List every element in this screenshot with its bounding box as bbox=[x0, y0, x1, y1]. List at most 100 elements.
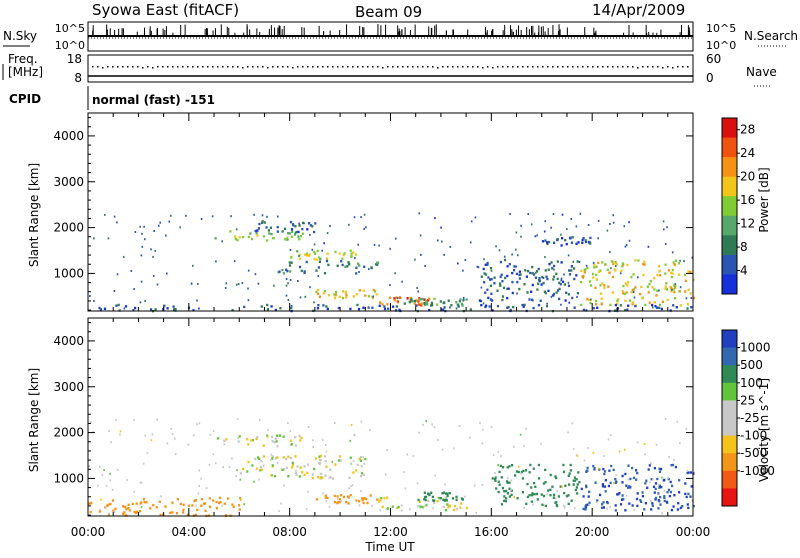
data-cell bbox=[343, 252, 346, 255]
data-cell bbox=[510, 488, 512, 491]
data-cell bbox=[271, 457, 274, 460]
freq-point bbox=[417, 66, 419, 68]
data-cell bbox=[433, 297, 436, 301]
data-cell bbox=[197, 282, 199, 285]
data-cell bbox=[670, 464, 673, 467]
data-cell bbox=[111, 499, 115, 502]
data-cell bbox=[325, 500, 328, 502]
data-cell bbox=[550, 261, 553, 264]
data-cell bbox=[489, 284, 492, 288]
nsky-panel: N.Sky 10^5 10^0 10^5 10^0 N.Search bbox=[3, 21, 798, 52]
data-cell bbox=[145, 501, 148, 504]
data-cell bbox=[657, 265, 661, 268]
data-cell bbox=[130, 269, 133, 272]
data-cell bbox=[486, 288, 489, 291]
data-cell bbox=[632, 273, 635, 276]
data-cell bbox=[260, 468, 263, 471]
data-cell bbox=[285, 466, 288, 469]
data-cell bbox=[282, 456, 285, 459]
data-cell bbox=[353, 216, 356, 219]
data-cell bbox=[236, 418, 239, 421]
data-cell bbox=[537, 477, 541, 480]
power-frame bbox=[87, 112, 694, 312]
data-cell bbox=[241, 467, 245, 471]
data-cell bbox=[353, 433, 356, 436]
data-cell bbox=[276, 456, 279, 459]
data-cell bbox=[498, 470, 501, 474]
data-cell bbox=[503, 495, 506, 498]
freq-point bbox=[617, 66, 619, 68]
freq-point bbox=[237, 66, 239, 68]
data-cell bbox=[586, 266, 589, 270]
data-cell bbox=[289, 279, 292, 281]
data-cell bbox=[536, 288, 539, 291]
data-cell bbox=[600, 297, 603, 300]
data-cell bbox=[568, 236, 572, 240]
data-cell bbox=[200, 504, 203, 507]
data-cell bbox=[208, 497, 211, 500]
data-cell bbox=[290, 228, 294, 231]
data-cell bbox=[601, 282, 604, 285]
data-cell bbox=[498, 282, 502, 285]
freq-point bbox=[382, 67, 384, 69]
freq-point bbox=[677, 66, 679, 68]
data-cell bbox=[413, 302, 416, 305]
data-cell bbox=[636, 441, 639, 444]
data-cell bbox=[198, 307, 200, 310]
data-cell bbox=[506, 306, 509, 309]
data-cell bbox=[311, 225, 314, 228]
data-cell bbox=[555, 291, 558, 294]
data-cell bbox=[684, 279, 688, 282]
data-cell bbox=[473, 484, 476, 487]
data-cell bbox=[619, 304, 622, 307]
data-cell bbox=[620, 269, 623, 272]
data-cell bbox=[588, 240, 591, 244]
data-cell bbox=[628, 485, 631, 488]
data-cell bbox=[657, 507, 660, 510]
data-cell bbox=[358, 457, 361, 460]
data-cell bbox=[93, 299, 95, 302]
colorbar-tick-label: 16 bbox=[740, 193, 755, 207]
data-cell bbox=[235, 283, 238, 286]
data-cell bbox=[133, 419, 135, 422]
data-cell bbox=[229, 230, 232, 233]
freq-point bbox=[567, 66, 569, 68]
data-cell bbox=[234, 237, 237, 241]
data-cell bbox=[423, 498, 426, 501]
data-cell bbox=[626, 284, 629, 287]
data-cell bbox=[141, 232, 143, 235]
data-cell bbox=[314, 222, 317, 225]
colorbar-swatch bbox=[722, 365, 737, 384]
data-cell bbox=[176, 498, 179, 501]
x-tick-label: 00:00 bbox=[676, 525, 711, 539]
data-cell bbox=[300, 436, 303, 440]
data-cell bbox=[98, 510, 101, 513]
data-cell bbox=[208, 505, 212, 508]
data-cell bbox=[658, 486, 661, 489]
data-cell bbox=[352, 295, 355, 298]
data-cell bbox=[338, 252, 341, 255]
data-cell bbox=[369, 429, 371, 432]
data-cell bbox=[590, 284, 593, 287]
data-cell bbox=[305, 508, 308, 511]
data-cell bbox=[311, 473, 314, 476]
data-cell bbox=[257, 282, 260, 285]
data-cell bbox=[672, 288, 675, 291]
data-cell bbox=[502, 286, 506, 290]
nsky-label: N.Sky bbox=[3, 29, 37, 43]
data-cell bbox=[287, 455, 290, 458]
data-cell bbox=[376, 263, 379, 266]
data-cell bbox=[306, 254, 309, 257]
data-cell bbox=[670, 508, 673, 512]
data-cell bbox=[481, 442, 484, 445]
data-cell bbox=[664, 243, 667, 245]
data-cell bbox=[132, 309, 135, 312]
data-cell bbox=[275, 440, 278, 443]
data-cell bbox=[294, 233, 297, 236]
data-cell bbox=[431, 423, 433, 426]
data-cell bbox=[647, 468, 650, 471]
data-cell bbox=[388, 296, 392, 299]
nsearch-label: N.Search bbox=[744, 29, 798, 43]
data-cell bbox=[576, 260, 579, 263]
freq-point bbox=[527, 66, 529, 68]
